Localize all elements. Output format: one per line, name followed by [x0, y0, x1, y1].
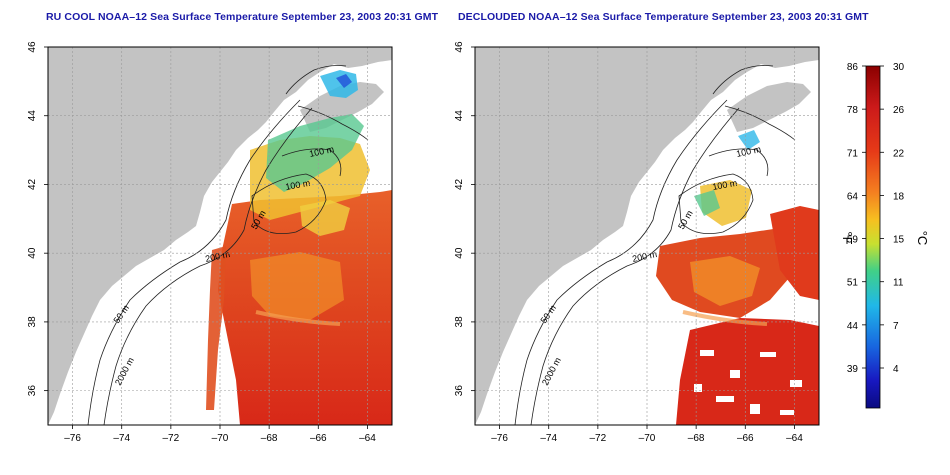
lon-tick-label: –72	[163, 433, 180, 444]
lat-lon-grid	[48, 46, 392, 425]
lon-tick-label: –66	[310, 433, 327, 444]
celsius-tick-label: 11	[893, 278, 904, 289]
lat-lon-grid	[475, 46, 819, 425]
sst-strip-left	[206, 246, 226, 410]
fahrenheit-tick-label: 71	[847, 148, 859, 159]
lon-tick-label: –70	[212, 433, 229, 444]
lat-tick-label: 42	[454, 178, 465, 190]
lon-tick-label: –74	[540, 433, 557, 444]
celsius-unit-label: °C	[915, 231, 930, 246]
lon-tick-label: –64	[786, 433, 803, 444]
land-mass	[48, 47, 392, 425]
sst-cold-patch	[336, 74, 352, 88]
sst-orange-patch	[250, 252, 344, 320]
fahrenheit-tick-label: 78	[847, 105, 859, 116]
lat-tick-label: 44	[454, 110, 465, 122]
land-nova-scotia	[300, 82, 384, 132]
celsius-tick-label: 7	[893, 321, 899, 332]
sst-green-band	[266, 114, 364, 192]
lon-tick-label: –76	[64, 433, 81, 444]
sst-orange-patch	[690, 256, 760, 306]
celsius-tick-label: 15	[893, 235, 905, 246]
fahrenheit-tick-label: 51	[847, 278, 859, 289]
sst-gulfstream-front	[682, 310, 768, 326]
lat-tick-label: 36	[454, 385, 465, 397]
lon-tick-label: –72	[590, 433, 607, 444]
lat-tick-label: 46	[454, 41, 465, 53]
lat-tick-label: 44	[27, 110, 38, 122]
lat-tick-label: 36	[27, 385, 38, 397]
sst-cyan-patch	[320, 70, 358, 98]
depth-contours	[87, 65, 369, 425]
fahrenheit-tick-label: 39	[847, 364, 859, 375]
map-panel-raw: 100 m 100 m 50 m 200 m 50 m 2000 m –76 –7…	[27, 41, 393, 444]
lon-tick-label: –68	[688, 433, 705, 444]
sst-warm-south	[676, 318, 819, 425]
lon-tick-label: –68	[261, 433, 278, 444]
fahrenheit-tick-label: 86	[847, 62, 859, 73]
sst-east-patch	[770, 206, 819, 300]
land-nova-scotia	[727, 82, 811, 132]
fahrenheit-tick-label: 44	[847, 321, 859, 332]
axis-ticks: –76 –74 –72 –70 –68 –66 –64 36 38 40 42 44 46	[27, 41, 376, 444]
sst-cyan-patch	[738, 130, 760, 150]
lat-tick-label: 40	[454, 247, 465, 259]
panel-title-declouded: DECLOUDED NOAA–12 Sea Surface Temperatur…	[458, 11, 869, 23]
celsius-tick-label: 26	[893, 105, 905, 116]
cloud-gaps	[694, 350, 802, 415]
fahrenheit-tick-label: 59	[847, 235, 859, 246]
lat-tick-label: 42	[27, 178, 38, 190]
lon-tick-label: –66	[737, 433, 754, 444]
celsius-tick-label: 22	[893, 148, 905, 159]
sst-gulfstream-front	[255, 310, 341, 326]
lon-tick-label: –64	[359, 433, 376, 444]
map-panel-declouded: 100 m 100 m 50 m 200 m 50 m 2000 m –76 –7…	[454, 41, 820, 444]
lat-tick-label: 46	[27, 41, 38, 53]
sst-green-patch	[694, 190, 720, 216]
lon-tick-label: –76	[491, 433, 508, 444]
panel-title-raw: RU COOL NOAA–12 Sea Surface Temperature …	[46, 11, 439, 23]
colorbar-gradient	[865, 65, 881, 409]
land-mass	[475, 47, 819, 425]
celsius-tick-label: 18	[893, 191, 905, 202]
sst-yellow-patch	[300, 200, 350, 236]
lat-tick-label: 38	[27, 316, 38, 328]
lon-tick-label: –70	[639, 433, 656, 444]
lat-tick-label: 40	[27, 247, 38, 259]
fahrenheit-unit-label: °F	[840, 231, 855, 244]
lat-tick-label: 38	[454, 316, 465, 328]
celsius-tick-label: 30	[893, 62, 905, 73]
contour-label: 100 m	[712, 178, 738, 192]
celsius-tick-label: 4	[893, 364, 899, 375]
depth-contours	[514, 65, 796, 425]
contour-label: 100 m	[285, 178, 311, 192]
fahrenheit-tick-label: 64	[847, 191, 859, 202]
lon-tick-label: –74	[113, 433, 130, 444]
axis-ticks: –76 –74 –72 –70 –68 –66 –64 36 38 40 42 44 46	[454, 41, 803, 444]
